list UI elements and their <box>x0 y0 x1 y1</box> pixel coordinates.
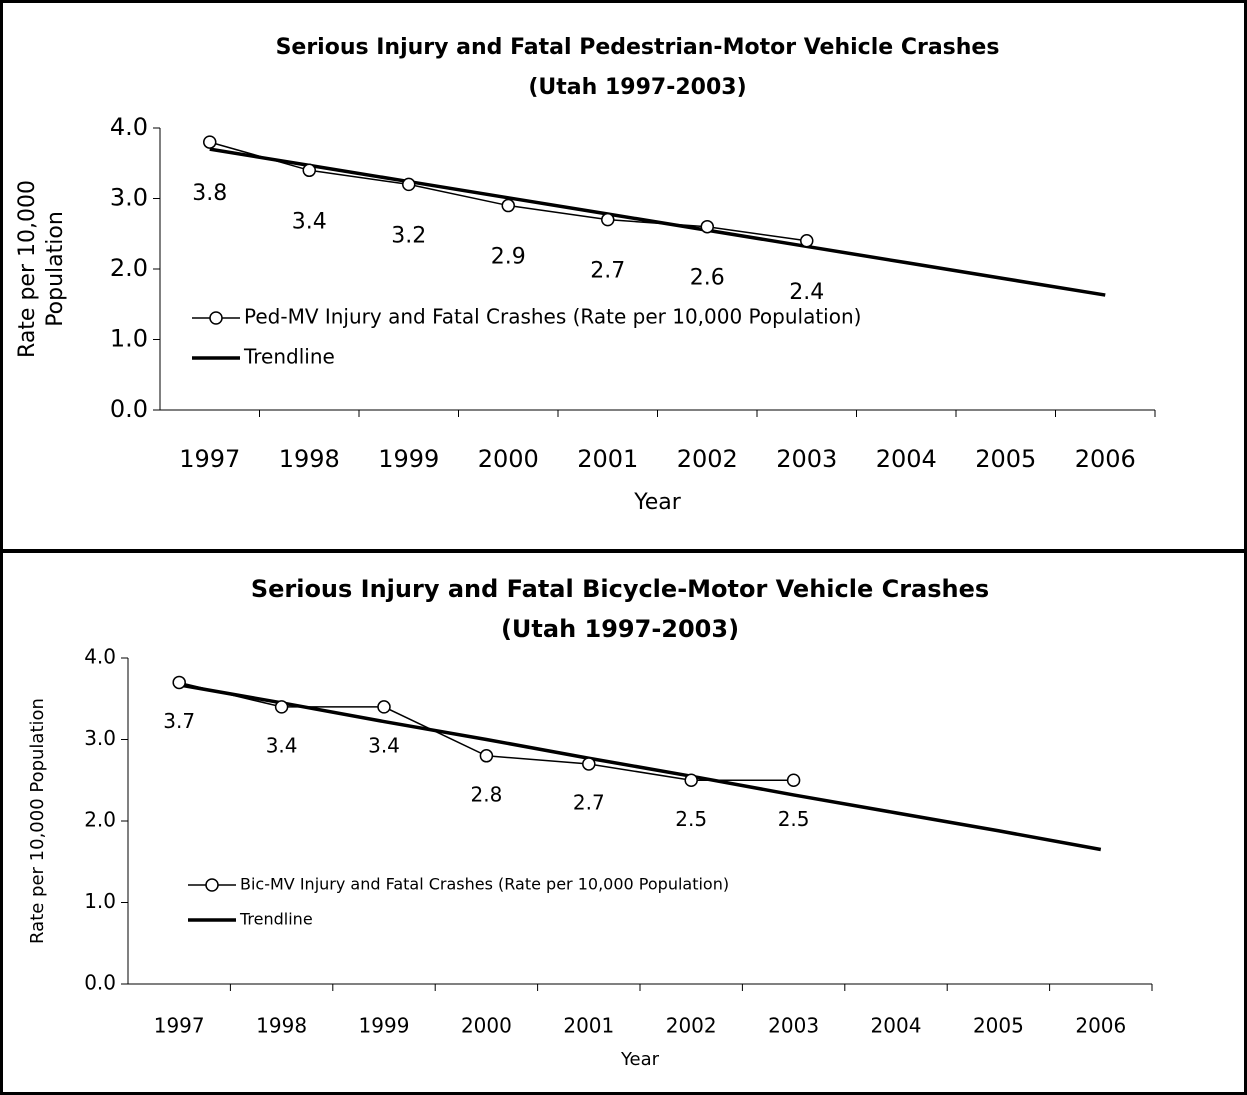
chart-subtitle: (Utah 1997-2003) <box>528 75 746 100</box>
series-line <box>178 683 1102 852</box>
y-tick-label: 3.0 <box>84 726 116 750</box>
point <box>601 212 615 227</box>
data-label: 2.4 <box>789 280 824 305</box>
x-tick-label: 2000 <box>478 445 539 473</box>
x-tick-label: 2003 <box>776 445 837 473</box>
data-label: 3.2 <box>391 223 426 248</box>
data-label: 2.7 <box>573 790 605 814</box>
data-label: 2.5 <box>675 807 707 831</box>
point <box>800 234 814 248</box>
data-label: 3.4 <box>266 733 298 757</box>
x-tick-label: 2002 <box>666 1014 717 1038</box>
point <box>302 163 316 178</box>
y-tick-label: 1.0 <box>84 889 116 913</box>
data-label: 2.7 <box>590 259 625 284</box>
x-axis-label: Year <box>620 1049 660 1070</box>
data-label: 2.5 <box>778 807 810 831</box>
legend-label: Bic-MV Injury and Fatal Crashes (Rate pe… <box>240 875 729 894</box>
legend-marker <box>205 878 219 892</box>
x-tick-label: 1999 <box>359 1014 410 1038</box>
series-line <box>179 681 794 781</box>
point <box>501 198 515 213</box>
x-tick-label: 1997 <box>154 1014 205 1038</box>
x-axis-label: Year <box>633 490 682 515</box>
point <box>172 675 186 690</box>
point <box>402 177 416 192</box>
y-tick-label: 0.0 <box>84 971 116 995</box>
x-tick-label: 2004 <box>876 445 937 473</box>
x-tick-label: 1997 <box>179 445 240 473</box>
y-axis-label: Rate per 10,000 Population <box>27 698 48 944</box>
y-tick-label: 2.0 <box>110 254 148 282</box>
chart-title: Serious Injury and Fatal Bicycle-Motor V… <box>251 575 989 603</box>
y-tick-label: 4.0 <box>84 645 116 669</box>
point <box>479 749 494 763</box>
legend-label: Trendline <box>243 345 335 369</box>
x-tick-label: 1998 <box>256 1014 307 1038</box>
y-tick-label: 4.0 <box>110 113 148 141</box>
x-tick-label: 2005 <box>975 445 1036 473</box>
y-tick-label: 2.0 <box>84 808 116 832</box>
x-tick-label: 2000 <box>461 1014 512 1038</box>
legend-label: Ped-MV Injury and Fatal Crashes (Rate pe… <box>244 305 861 329</box>
point <box>274 700 289 714</box>
x-tick-label: 1999 <box>378 445 439 473</box>
x-tick-label: 2002 <box>677 445 738 473</box>
point <box>786 773 801 787</box>
legend-marker <box>209 311 223 325</box>
data-label: 2.8 <box>470 782 502 806</box>
y-tick-label: 0.0 <box>110 395 148 423</box>
x-tick-label: 2005 <box>973 1014 1024 1038</box>
data-label: 3.8 <box>192 181 227 206</box>
data-label: 3.4 <box>368 733 400 757</box>
data-label: 2.9 <box>491 245 526 270</box>
y-tick-label: 3.0 <box>110 184 148 212</box>
x-tick-label: 2006 <box>1075 445 1136 473</box>
data-label: 3.4 <box>292 209 327 234</box>
x-tick-label: 2001 <box>563 1014 614 1038</box>
data-label: 2.6 <box>690 266 725 291</box>
series-line <box>209 147 1106 297</box>
x-tick-label: 2006 <box>1075 1014 1126 1038</box>
point <box>700 219 714 234</box>
point <box>377 700 391 714</box>
chart-title: Serious Injury and Fatal Pedestrian-Moto… <box>276 35 1000 60</box>
point <box>203 135 217 149</box>
data-label: 3.7 <box>163 709 195 733</box>
y-tick-label: 1.0 <box>110 325 148 353</box>
x-tick-label: 2004 <box>871 1014 922 1038</box>
x-tick-label: 2001 <box>577 445 638 473</box>
point <box>582 757 596 771</box>
x-tick-label: 1998 <box>279 445 340 473</box>
y-axis-label: Rate per 10,000 <box>15 180 40 358</box>
point <box>684 773 698 787</box>
y-axis-label: Population <box>43 211 68 327</box>
x-tick-label: 2003 <box>768 1014 819 1038</box>
legend-label: Trendline <box>239 910 313 929</box>
chart-subtitle: (Utah 1997-2003) <box>501 615 739 643</box>
